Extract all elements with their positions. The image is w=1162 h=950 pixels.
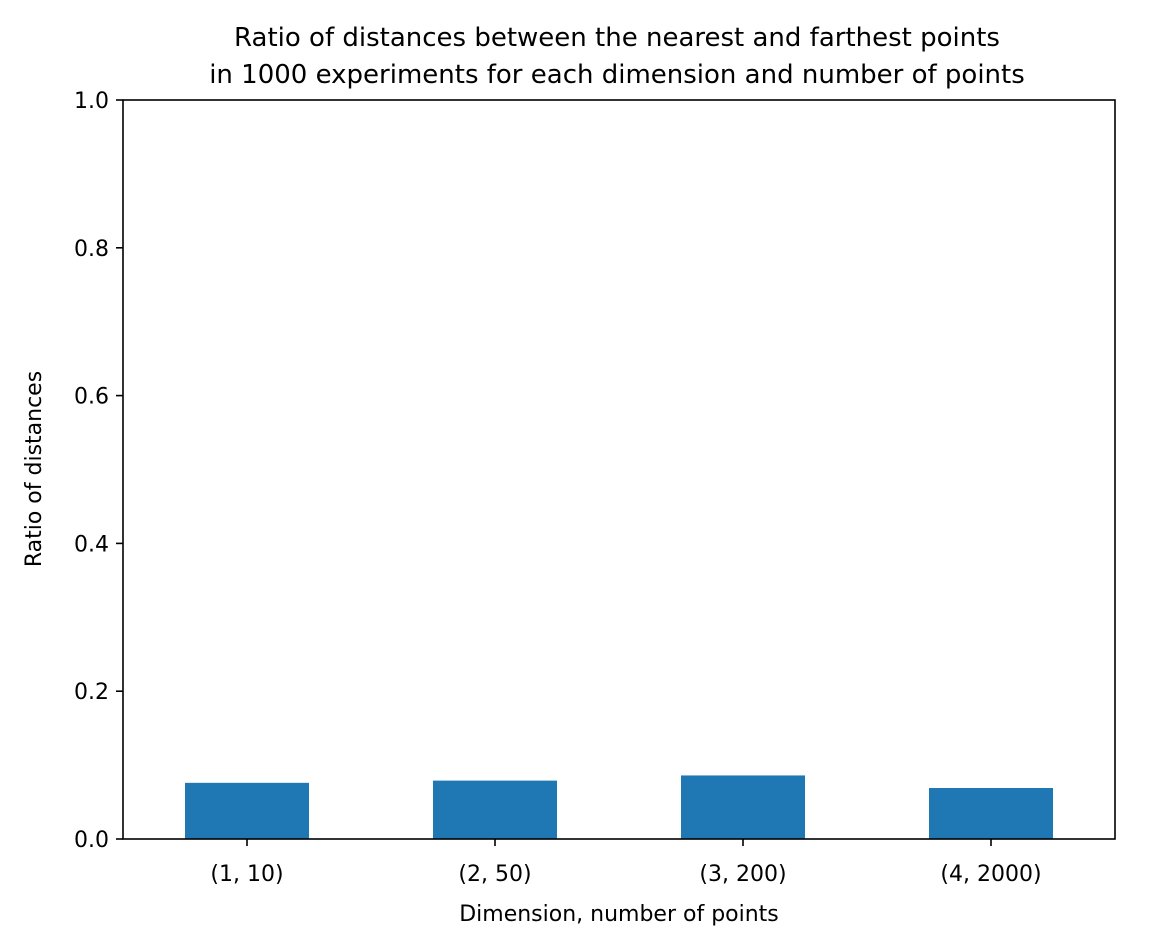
x-axis-ticks: (1, 10) (2, 50) (3, 200) (4, 2000) — [210, 839, 1042, 887]
bars-group — [185, 775, 1053, 839]
x-tick-label-3: (4, 2000) — [940, 862, 1041, 887]
bar-2 — [681, 775, 805, 839]
x-axis-label: Dimension, number of points — [459, 902, 779, 927]
bar-3 — [929, 788, 1053, 839]
x-tick-label-2: (3, 200) — [699, 862, 786, 887]
plot-frame — [122, 99, 1116, 840]
x-tick-label-1: (2, 50) — [458, 862, 531, 887]
chart-title-line-1: Ratio of distances between the nearest a… — [234, 23, 1000, 53]
y-axis-label: Ratio of distances — [22, 371, 47, 567]
y-tick-label-0: 0.0 — [74, 828, 109, 853]
chart-title-line-2: in 1000 experiments for each dimension a… — [209, 60, 1025, 90]
y-tick-label-4: 0.8 — [74, 237, 109, 262]
y-axis-ticks: 0.0 0.2 0.4 0.6 0.8 1.0 — [74, 89, 123, 853]
y-tick-label-2: 0.4 — [74, 532, 109, 557]
bar-1 — [433, 780, 557, 839]
y-tick-label-1: 0.2 — [74, 680, 109, 705]
y-tick-label-3: 0.6 — [74, 385, 109, 410]
x-tick-label-0: (1, 10) — [210, 862, 283, 887]
bar-0 — [185, 782, 309, 839]
y-tick-label-5: 1.0 — [74, 89, 109, 114]
